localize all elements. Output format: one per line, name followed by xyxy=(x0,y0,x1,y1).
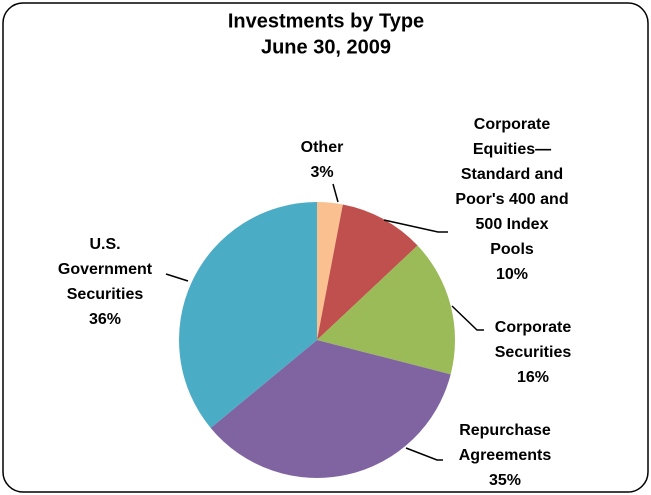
value-label: 16% xyxy=(516,369,550,386)
value-label: 35% xyxy=(488,472,522,489)
value-label: 10% xyxy=(495,266,529,283)
category-label: Corporate Securities xyxy=(494,319,572,361)
value-label: 3% xyxy=(310,164,334,181)
leader-line xyxy=(383,219,448,233)
category-label: Other xyxy=(300,139,344,156)
pie-slice xyxy=(210,340,451,479)
leader-line xyxy=(451,305,484,331)
chart-subtitle: June 30, 2009 xyxy=(261,36,391,58)
category-label: Repurchase Agreements xyxy=(458,422,552,464)
value-label: 36% xyxy=(88,311,122,328)
slice-label: Corporate Equities—Standard and Poor's 4… xyxy=(453,112,572,287)
pie xyxy=(178,202,455,479)
chart-title: Investments by Type xyxy=(228,10,424,32)
leader-line xyxy=(405,447,443,461)
slice-label: Corporate Securities 16% xyxy=(483,315,583,390)
pie-slice xyxy=(317,202,343,340)
slice-label: Repurchase Agreements 35% xyxy=(445,418,565,493)
category-label: Corporate Equities—Standard and Poor's 4… xyxy=(455,116,569,258)
slice-label: U.S. Government Securities 36% xyxy=(50,232,160,332)
pie-slice xyxy=(317,245,455,375)
leader-line xyxy=(165,273,189,282)
pie-slice xyxy=(317,204,418,340)
leader-line xyxy=(332,183,339,203)
category-label: U.S. Government Securities xyxy=(57,236,153,303)
pie-slice xyxy=(178,202,317,428)
slice-label: Other 3% xyxy=(292,135,352,185)
leader-lines xyxy=(165,183,484,461)
